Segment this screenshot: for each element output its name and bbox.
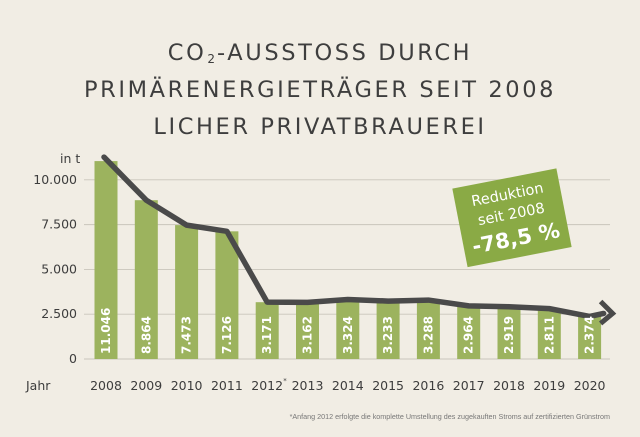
data-label: 11.046 [99,308,113,354]
title-line-1-rest: -AUSSTOSS DURCH [217,40,473,66]
y-axis-label: in t [60,151,80,166]
bar [457,305,481,359]
x-tick-footnote-mark: * [283,377,287,385]
data-label: 2.919 [502,316,516,354]
chart-title-line-2: PRIMÄRENERGIETRÄGER SEIT 2008 [83,77,557,103]
bar [296,302,319,359]
data-label: 2.374 [583,316,597,354]
chart-title-line-1: CO2-AUSSTOSS DURCH [0,40,640,66]
x-tick-label: 2018 [493,378,525,393]
bar [578,316,602,359]
bar [175,225,199,359]
title-co: CO [167,40,207,66]
x-tick-label: 2019 [533,378,565,393]
data-label: 3.162 [301,316,315,354]
x-tick-label: 2012 [251,378,283,393]
title-subscript: 2 [207,52,216,66]
y-tick-label: 10.000 [33,172,77,187]
bar [134,200,158,359]
x-tick-label: 2010 [171,378,203,393]
y-tick-label: 5.000 [41,261,77,276]
data-label: 3.233 [381,316,395,354]
bar [537,308,561,359]
y-tick-label: 0 [69,351,77,366]
chart-title-line-3: LICHER PRIVATBRAUEREI [153,114,487,140]
data-label: 2.811 [542,316,556,354]
x-tick-label: 2016 [412,378,444,393]
x-tick-label: 2015 [372,378,404,393]
bar [497,306,521,359]
data-label: 8.864 [139,316,153,354]
bar [416,300,440,359]
data-label: 7.473 [180,316,194,354]
data-label: 3.324 [341,316,355,354]
bar [255,302,279,359]
y-tick-label: 7.500 [41,217,77,232]
data-label: 7.126 [220,316,234,354]
data-label: 3.288 [421,316,435,354]
x-axis-label: Jahr [25,378,51,393]
y-tick-label: 2.500 [41,306,77,321]
trend-line [101,154,607,320]
x-tick-label: 2013 [292,378,324,393]
x-tick-label: 2008 [90,378,122,393]
data-label: 3.171 [260,316,274,354]
trend-arrow-head [598,299,617,326]
x-tick-label: 2011 [211,378,243,393]
bar [215,231,239,359]
x-tick-label: 2020 [574,378,606,393]
bar [94,161,118,359]
x-tick-label: 2017 [453,378,485,393]
badge-background [452,168,572,268]
data-label: 2.964 [462,316,476,354]
x-tick-label: 2014 [332,378,364,393]
footnote: *Anfang 2012 erfolgte die komplette Umst… [289,412,610,421]
bar [336,299,360,359]
x-tick-label: 2009 [130,378,162,393]
bar [376,301,400,359]
